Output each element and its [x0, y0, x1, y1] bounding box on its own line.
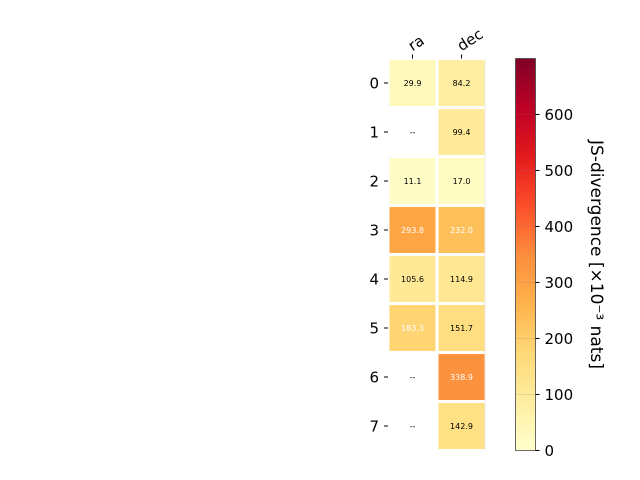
colorbar-tick-label: 500 — [545, 162, 574, 180]
heatmap-cell-2-dec — [438, 158, 485, 204]
cell-label: 17.0 — [453, 177, 471, 186]
colorbar-tick-label: 400 — [545, 218, 574, 236]
row-labels: 0 1 2 3 4 5 6 7 — [369, 75, 388, 436]
column-labels: ra dec — [405, 25, 486, 59]
heatmap-cell-2-ra — [389, 158, 436, 204]
heatmap-cell-0-ra — [389, 60, 436, 106]
heatmap-cell-7-dec — [438, 403, 485, 449]
cell-label: 142.9 — [450, 422, 473, 431]
cell-label: -- — [410, 128, 416, 137]
cell-label: 293.8 — [401, 226, 424, 235]
cell-label: 183.3 — [401, 324, 424, 333]
row-label-1: 1 — [369, 124, 379, 142]
cell-label: 84.2 — [453, 79, 471, 88]
row-label-0: 0 — [369, 75, 379, 93]
cell-label: -- — [410, 373, 416, 382]
colorbar-label: JS-divergence [×10⁻³ nats] — [586, 139, 606, 369]
cell-label: 11.1 — [404, 177, 422, 186]
colorbar-tick-label: 600 — [545, 106, 574, 124]
colorbar-tick-label: 300 — [545, 274, 574, 292]
colorbar-tick-label: 0 — [545, 442, 555, 460]
row-label-7: 7 — [369, 418, 379, 436]
heatmap-cell-5-dec — [438, 305, 485, 351]
cell-label: 29.9 — [404, 79, 422, 88]
row-label-6: 6 — [369, 369, 379, 387]
cell-label: 105.6 — [401, 275, 424, 284]
cell-label: 338.9 — [450, 373, 473, 382]
heatmap-cell-4-ra — [389, 256, 436, 302]
heatmap-cells: 29.9 84.2 -- 99.4 11.1 17.0 293.8 232.0 105.6 114… — [389, 58, 486, 451]
heatmap-cell-0-dec — [438, 60, 485, 106]
cell-label: -- — [410, 422, 416, 431]
cell-label: 151.7 — [450, 324, 473, 333]
column-label-ra: ra — [405, 31, 428, 54]
heatmap-cell-5-ra — [389, 305, 436, 351]
colorbar-tick-label: 200 — [545, 330, 574, 348]
heatmap-cell-3-dec — [438, 207, 485, 253]
heatmap-cell-1-dec — [438, 109, 485, 155]
cell-label: 114.9 — [450, 275, 473, 284]
row-label-5: 5 — [369, 320, 379, 338]
row-label-4: 4 — [369, 271, 379, 289]
heatmap-cell-4-dec — [438, 256, 485, 302]
heatmap-cell-3-ra — [389, 207, 436, 253]
colorbar: 0 100 200 300 400 500 600 JS-divergence [×10⁻³… — [515, 58, 606, 460]
colorbar-tick-label: 100 — [545, 386, 574, 404]
colorbar-ticks: 0 100 200 300 400 500 600 — [515, 106, 574, 460]
column-label-dec: dec — [454, 25, 486, 55]
row-label-2: 2 — [369, 173, 379, 191]
heatmap-cell-6-dec — [438, 354, 485, 400]
row-label-3: 3 — [369, 222, 379, 240]
cell-label: 232.0 — [450, 226, 473, 235]
cell-label: 99.4 — [453, 128, 471, 137]
colorbar-gradient — [515, 58, 536, 451]
